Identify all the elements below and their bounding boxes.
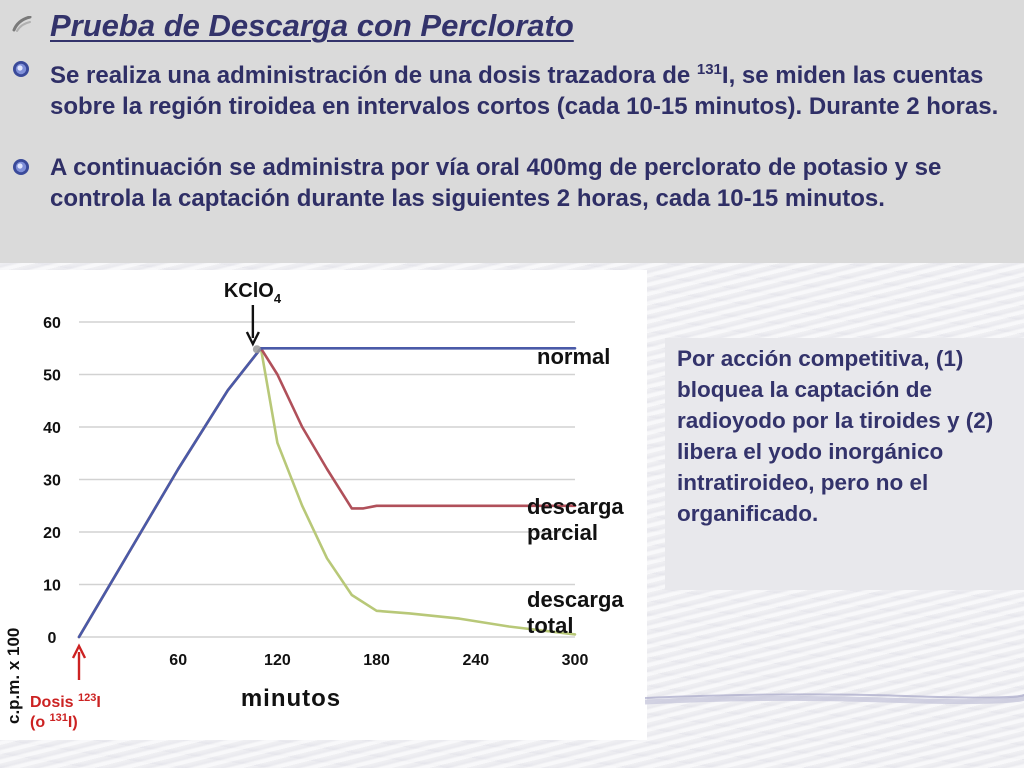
y-tick-label: 0 xyxy=(48,630,57,647)
y-tick-label: 40 xyxy=(43,420,61,437)
series-label: parcial xyxy=(527,520,598,545)
annotation-text: Por acción competitiva, (1) bloquea la c… xyxy=(677,346,994,526)
chart-svg: 0 10 20 30 40 50 60 60 120 180 240 300 normal desca… xyxy=(4,280,624,731)
series-label: total xyxy=(527,613,573,638)
spiral-bullet-icon xyxy=(13,159,29,175)
y-tick-label: 60 xyxy=(43,315,61,332)
y-axis-label: c.p.m. x 100 xyxy=(4,628,23,724)
dose-label-alt: (o 131I) xyxy=(30,712,78,731)
discharge-chart: 0 10 20 30 40 50 60 60 120 180 240 300 normal desca… xyxy=(0,270,647,740)
kclo4-arrowhead-icon xyxy=(245,331,260,347)
decorative-swoosh xyxy=(645,693,1024,705)
x-tick-label: 240 xyxy=(462,652,489,669)
spiral-bullet-icon xyxy=(13,61,29,77)
annotation-box: Por acción competitiva, (1) bloquea la c… xyxy=(665,338,1024,590)
swoosh-bullet-icon xyxy=(12,16,32,32)
series-label: descarga xyxy=(527,494,624,519)
x-tick-label: 60 xyxy=(169,652,187,669)
peak-point xyxy=(252,345,261,354)
y-tick-label: 20 xyxy=(43,525,61,542)
x-tick-labels: 60 120 180 240 300 xyxy=(169,652,588,669)
x-axis-label: minutos xyxy=(241,685,341,712)
series-label: descarga xyxy=(527,587,624,612)
y-tick-label: 50 xyxy=(43,368,61,385)
y-tick-label: 10 xyxy=(43,578,61,595)
y-tick-labels: 0 10 20 30 40 50 60 xyxy=(43,315,61,647)
dose-arrowhead-icon xyxy=(71,643,87,659)
slide-title: Prueba de Descarga con Perclorato xyxy=(50,8,574,43)
chart-markers: KClO4 Dosis 123I(o 131I) xyxy=(30,280,282,731)
bullet-text: A continuación se administra por vía ora… xyxy=(50,154,942,212)
kclo4-label: KClO4 xyxy=(224,280,282,306)
x-tick-label: 120 xyxy=(264,652,291,669)
x-tick-label: 300 xyxy=(562,652,589,669)
series-line xyxy=(77,347,577,639)
chart-series xyxy=(77,345,577,639)
y-tick-label: 30 xyxy=(43,473,61,490)
bullet-text: Se realiza una administración de una dos… xyxy=(50,61,999,120)
series-line xyxy=(77,347,577,639)
series-line xyxy=(77,347,577,639)
chart-grid xyxy=(79,321,575,638)
x-tick-label: 180 xyxy=(363,652,390,669)
text-panel: Prueba de Descarga con Perclorato Se rea… xyxy=(0,0,1024,263)
dose-label: Dosis 123I xyxy=(30,692,101,711)
series-label: normal xyxy=(537,344,610,369)
